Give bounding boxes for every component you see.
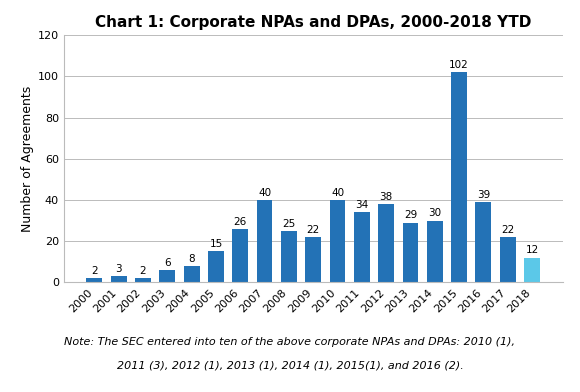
Text: 3: 3 [115,264,122,274]
Text: 40: 40 [331,188,344,198]
Bar [476,202,491,282]
Bar [111,276,126,282]
Text: 12: 12 [525,245,539,256]
Bar [233,229,248,282]
Bar [305,237,321,282]
Text: 2: 2 [140,266,146,276]
Text: 38: 38 [379,192,393,202]
Text: 25: 25 [282,219,296,229]
Bar [403,223,418,282]
Text: 40: 40 [258,188,271,198]
Bar [378,204,394,282]
Bar [329,200,346,282]
Bar [184,266,200,282]
Bar [281,231,297,282]
Text: 22: 22 [501,225,514,235]
Text: 30: 30 [428,209,441,218]
Bar [524,258,540,282]
Text: Note: The SEC entered into ten of the above corporate NPAs and DPAs: 2010 (1),: Note: The SEC entered into ten of the ab… [64,337,516,347]
Bar [500,237,516,282]
Text: 15: 15 [209,239,223,249]
Text: 2: 2 [91,266,97,276]
Bar [160,270,175,282]
Text: 6: 6 [164,258,171,268]
Text: 102: 102 [449,60,469,70]
Bar [208,251,224,282]
Text: 2011 (3), 2012 (1), 2013 (1), 2014 (1), 2015(1), and 2016 (2).: 2011 (3), 2012 (1), 2013 (1), 2014 (1), … [117,360,463,370]
Bar [257,200,273,282]
Bar [135,278,151,282]
Bar [451,72,467,282]
Text: 34: 34 [355,200,368,210]
Text: 26: 26 [234,217,247,227]
Bar [86,278,102,282]
Text: 22: 22 [307,225,320,235]
Bar [354,212,369,282]
Bar [427,220,443,282]
Text: 29: 29 [404,211,417,220]
Text: 39: 39 [477,190,490,200]
Y-axis label: Number of Agreements: Number of Agreements [21,85,34,232]
Text: 8: 8 [188,254,195,264]
Title: Chart 1: Corporate NPAs and DPAs, 2000-2018 YTD: Chart 1: Corporate NPAs and DPAs, 2000-2… [95,15,531,30]
